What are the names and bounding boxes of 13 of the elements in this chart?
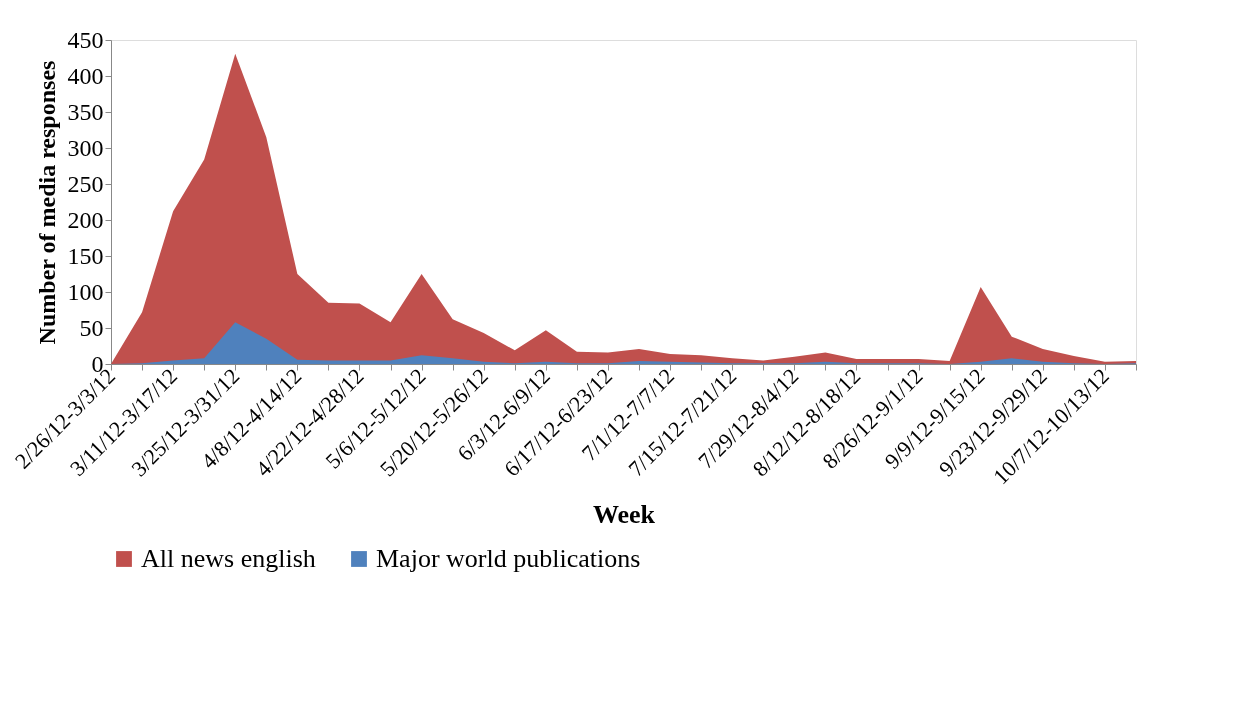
y-tick-label: 100 (67, 278, 104, 305)
legend-label: Major world publications (376, 544, 641, 573)
y-tick-label: 150 (67, 242, 104, 269)
y-tick-label: 250 (67, 170, 104, 197)
y-tick-label: 50 (79, 314, 104, 341)
y-tick-label: 350 (67, 98, 104, 125)
y-tick-label: 450 (67, 26, 104, 53)
x-axis-title: Week (592, 500, 656, 530)
y-tick-label: 200 (67, 206, 104, 233)
y-tick-label: 400 (67, 62, 104, 89)
legend-label: All news english (141, 544, 316, 573)
y-axis-title: Number of media responses (33, 60, 60, 345)
y-tick-label: 300 (67, 134, 104, 161)
